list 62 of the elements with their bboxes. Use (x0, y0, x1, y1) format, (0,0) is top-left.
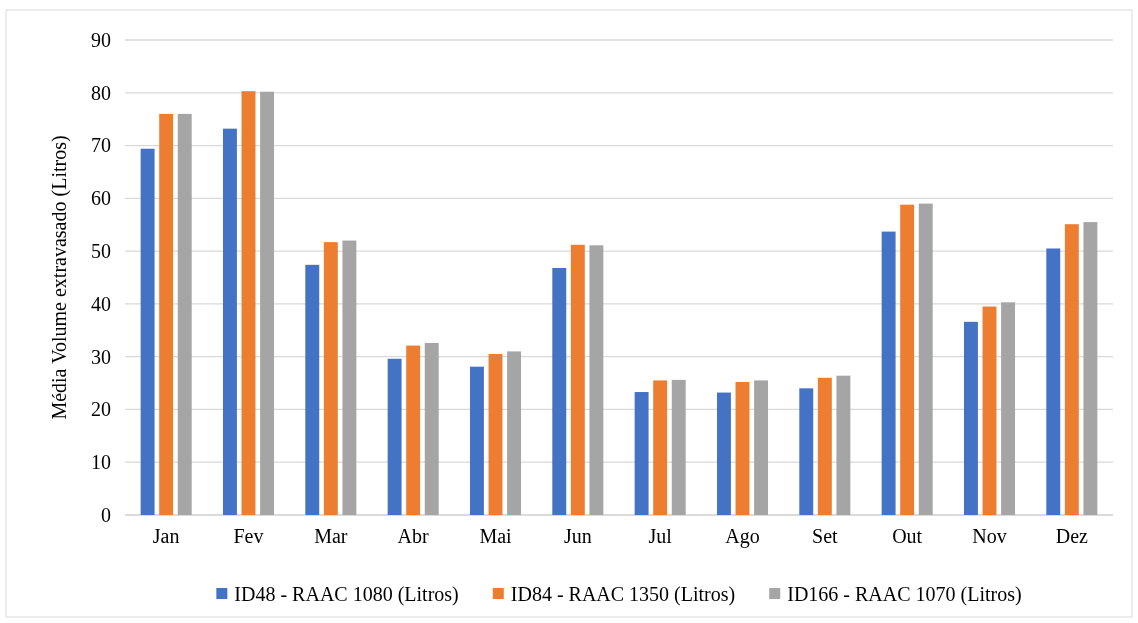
x-tick-label: Ago (725, 525, 760, 549)
y-tick-label: 0 (101, 503, 111, 526)
bar (1064, 224, 1079, 515)
x-tick-label: Fev (233, 525, 264, 548)
y-tick-label: 80 (91, 81, 111, 104)
bar (754, 380, 769, 515)
bar (177, 113, 192, 515)
x-tick-label: Abr (397, 525, 430, 548)
y-tick-label: 90 (91, 28, 111, 51)
y-tick-label: 30 (91, 345, 111, 368)
bar (323, 242, 338, 515)
bar (1001, 302, 1016, 515)
x-tick-label: Set (812, 525, 839, 548)
legend-label: ID84 - RAAC 1350 (Litros) (510, 583, 736, 606)
bar (552, 268, 567, 515)
bar (140, 148, 155, 515)
bar (735, 382, 750, 515)
x-tick-label: Mai (479, 525, 513, 548)
bar (817, 377, 832, 515)
bar (406, 345, 421, 515)
bar (469, 366, 484, 515)
y-tick-label: 20 (91, 398, 111, 421)
y-tick-label: 70 (91, 134, 111, 157)
bar (716, 392, 731, 515)
y-tick-label: 40 (91, 292, 111, 315)
bar (424, 342, 439, 515)
bar (1046, 248, 1061, 515)
x-tick-label: Jun (563, 525, 592, 548)
legend-label: ID166 - RAAC 1070 (Litros) (787, 583, 1022, 606)
x-tick-label: Out (892, 525, 923, 548)
y-axis-title: Média Volume extravasado (Litros) (48, 135, 71, 420)
bar (653, 380, 668, 515)
bar (507, 351, 522, 515)
y-tick-label: 60 (91, 187, 111, 210)
bar (836, 375, 851, 515)
bar (159, 113, 174, 515)
bar (963, 321, 978, 515)
bar (900, 204, 915, 515)
legend-label: ID48 - RAAC 1080 (Litros) (234, 583, 459, 606)
y-tick-label: 10 (91, 451, 111, 474)
y-tick-label: 50 (91, 240, 111, 263)
bar (488, 354, 503, 515)
bar (222, 128, 237, 515)
bar (305, 264, 320, 515)
bar (387, 358, 402, 515)
bar (342, 240, 357, 515)
x-tick-label: Dez (1055, 525, 1089, 548)
bar (671, 379, 686, 515)
bar (589, 245, 604, 515)
bar (570, 244, 585, 515)
bar (260, 91, 275, 515)
bar (634, 392, 649, 515)
x-tick-label: Jan (152, 525, 180, 548)
bar (799, 388, 814, 515)
x-tick-label: Mar (314, 525, 348, 548)
bar (241, 91, 256, 515)
bar (918, 203, 933, 515)
bar (982, 306, 997, 515)
bar (1083, 222, 1098, 515)
x-tick-label: Jul (648, 525, 673, 548)
bar (881, 231, 896, 515)
x-tick-label: Nov (972, 525, 1007, 548)
